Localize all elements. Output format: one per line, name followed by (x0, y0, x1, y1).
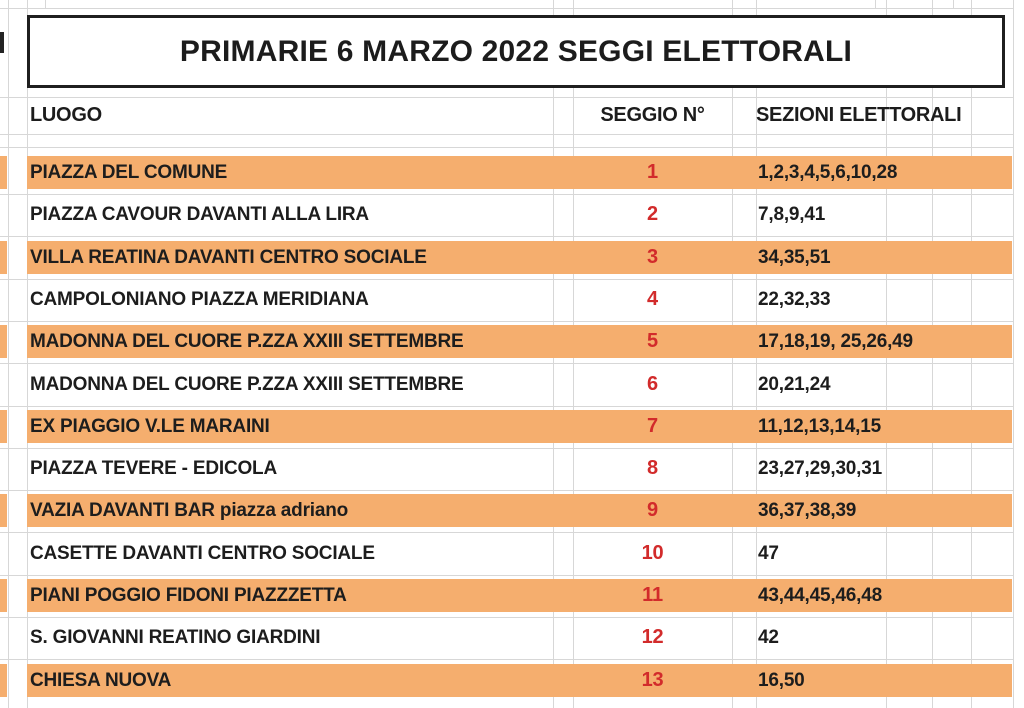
cell-sezioni: 1,2,3,4,5,6,10,28 (758, 162, 898, 183)
cell-seggio-number: 6 (647, 373, 658, 395)
grid-hline (0, 97, 1014, 98)
cell-seggio-number: 2 (647, 203, 658, 225)
table-row: CHIESA NUOVA 13 16,50 (0, 664, 1024, 697)
cell-seggio-number: 5 (647, 330, 658, 352)
row-band (27, 410, 1012, 443)
cell-sezioni: 42 (758, 627, 779, 648)
cell-seggio-number: 12 (641, 626, 664, 648)
cell-seggio-number: 9 (647, 499, 658, 521)
cell-sezioni: 7,8,9,41 (758, 204, 826, 225)
table-row: CASETTE DAVANTI CENTRO SOCIALE 10 47 (0, 537, 1024, 570)
grid-vline (1013, 0, 1014, 708)
grid-hline (0, 321, 1014, 322)
grid-hline (0, 8, 1014, 9)
table-row: MADONNA DEL CUORE P.ZZA XXIII SETTEMBRE 6… (0, 368, 1024, 401)
table-row: EX PIAGGIO V.LE MARAINI 7 11,12,13,14,15 (0, 410, 1024, 443)
cell-sezioni: 11,12,13,14,15 (758, 416, 881, 437)
grid-hline (0, 490, 1014, 491)
cell-luogo: MADONNA DEL CUORE P.ZZA XXIII SETTEMBRE (30, 374, 464, 395)
grid-hline (0, 575, 1014, 576)
table-row: PIAZZA TEVERE - EDICOLA 8 23,27,29,30,31 (0, 452, 1024, 485)
grid-hline (0, 617, 1014, 618)
cell-luogo: MADONNA DEL CUORE P.ZZA XXIII SETTEMBRE (30, 331, 464, 352)
left-edge-fragment (0, 241, 7, 274)
cell-sezioni: 36,37,38,39 (758, 500, 857, 521)
grid-hline (0, 363, 1014, 364)
left-edge-fragment (0, 579, 7, 612)
left-edge-fragment (0, 325, 7, 358)
table-row: PIANI POGGIO FIDONI PIAZZZETTA 11 43,44,45… (0, 579, 1024, 612)
cell-seggio-number: 13 (641, 669, 664, 691)
row-band (27, 156, 1012, 189)
cell-seggio-number: 11 (642, 584, 663, 606)
grid-hline (0, 532, 1014, 533)
table-row: S. GIOVANNI REATINO GIARDINI 12 42 (0, 621, 1024, 654)
cell-seggio-number: 1 (647, 161, 658, 183)
table-row: PIAZZA CAVOUR DAVANTI ALLA LIRA 2 7,8,9,41 (0, 198, 1024, 231)
left-edge-fragment (0, 494, 7, 527)
cell-luogo: CHIESA NUOVA (30, 670, 172, 691)
table-row: CAMPOLONIANO PIAZZA MERIDIANA 4 22,32,33 (0, 283, 1024, 316)
left-edge-fragment (0, 410, 7, 443)
grid-vline (45, 0, 46, 8)
column-header-seggio: SEGGIO N° (600, 104, 705, 126)
cell-sezioni: 22,32,33 (758, 289, 831, 310)
table-row: PIAZZA DEL COMUNE 1 1,2,3,4,5,6,10,28 (0, 156, 1024, 189)
cell-seggio-number: 10 (641, 542, 664, 564)
cell-seggio-number: 3 (647, 246, 658, 268)
cell-luogo: VILLA REATINA DAVANTI CENTRO SOCIALE (30, 247, 427, 268)
grid-hline (0, 659, 1014, 660)
grid-vline (8, 0, 9, 708)
cell-sezioni: 34,35,51 (758, 247, 831, 268)
column-header-luogo: LUOGO (30, 104, 102, 126)
row-band (27, 325, 1012, 358)
row-band (27, 494, 1012, 527)
left-edge-fragment (0, 664, 7, 697)
cell-luogo: S. GIOVANNI REATINO GIARDINI (30, 627, 321, 648)
cell-sezioni: 20,21,24 (758, 374, 831, 395)
grid-vline (953, 0, 954, 8)
table-header: LUOGO SEGGIO N° SEZIONI ELETTORALI (0, 97, 1024, 134)
cell-luogo: PIANI POGGIO FIDONI PIAZZZETTA (30, 585, 347, 606)
column-header-sezioni: SEZIONI ELETTORALI (756, 104, 962, 126)
cell-luogo: EX PIAGGIO V.LE MARAINI (30, 416, 270, 437)
cell-sezioni: 23,27,29,30,31 (758, 458, 882, 479)
grid-hline (0, 147, 1014, 148)
grid-hline (0, 134, 1014, 135)
title-box: PRIMARIE 6 MARZO 2022 SEGGI ELETTORALI (27, 15, 1005, 88)
left-edge-fragment (0, 156, 7, 189)
left-edge-fragment (0, 32, 4, 53)
cell-sezioni: 43,44,45,46,48 (758, 585, 882, 606)
cell-luogo: PIAZZA CAVOUR DAVANTI ALLA LIRA (30, 204, 369, 225)
table-row: VILLA REATINA DAVANTI CENTRO SOCIALE 3 34,… (0, 241, 1024, 274)
cell-seggio-number: 8 (647, 457, 658, 479)
cell-sezioni: 16,50 (758, 670, 805, 691)
table-row: MADONNA DEL CUORE P.ZZA XXIII SETTEMBRE 5… (0, 325, 1024, 358)
cell-sezioni: 17,18,19, 25,26,49 (758, 331, 913, 352)
cell-sezioni: 47 (758, 543, 779, 564)
row-band (27, 579, 1012, 612)
cell-luogo: PIAZZA TEVERE - EDICOLA (30, 458, 277, 479)
grid-vline (875, 0, 876, 8)
cell-luogo: CAMPOLONIANO PIAZZA MERIDIANA (30, 289, 369, 310)
cell-luogo: VAZIA DAVANTI BAR piazza adriano (30, 500, 349, 521)
page-title: PRIMARIE 6 MARZO 2022 SEGGI ELETTORALI (179, 34, 853, 68)
cell-seggio-number: 7 (647, 415, 658, 437)
grid-hline (0, 279, 1014, 280)
cell-luogo: PIAZZA DEL COMUNE (30, 162, 228, 183)
grid-hline (0, 448, 1014, 449)
grid-hline (0, 406, 1014, 407)
grid-hline (0, 236, 1014, 237)
row-band (27, 241, 1012, 274)
row-band (27, 664, 1012, 697)
table-row: VAZIA DAVANTI BAR piazza adriano 9 36,37,3… (0, 494, 1024, 527)
cell-seggio-number: 4 (647, 288, 658, 310)
grid-hline (0, 194, 1014, 195)
cell-luogo: CASETTE DAVANTI CENTRO SOCIALE (30, 543, 375, 564)
